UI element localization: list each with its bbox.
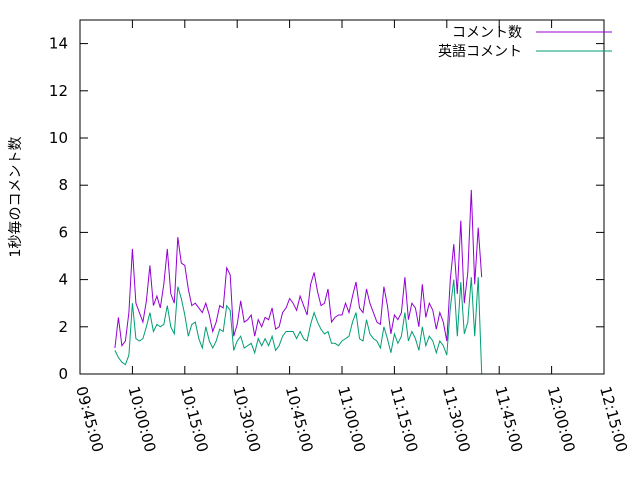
- x-tick-label-1: 10:00:00: [125, 384, 160, 454]
- series-line-1: [114, 277, 483, 375]
- y-tick-label-2: 4: [58, 271, 68, 289]
- y-axis-label: 1秒毎のコメント数: [8, 137, 24, 258]
- x-tick-label-2: 10:15:00: [177, 384, 212, 454]
- y-tick-label-1: 2: [58, 318, 68, 336]
- x-tick-label-6: 11:15:00: [387, 384, 422, 454]
- x-tick-label-3: 10:30:00: [229, 384, 264, 454]
- series-line-0: [114, 189, 483, 349]
- y-tick-label-7: 14: [49, 35, 68, 53]
- plot-frame: [79, 19, 605, 375]
- x-tick-label-8: 11:45:00: [491, 384, 526, 454]
- x-tick-label-7: 11:30:00: [439, 384, 474, 454]
- x-tick-label-0: 09:45:00: [72, 384, 107, 454]
- axis-ticks: 0 2 4 6 8 10 12 14 09:45:00 10:00:00 10:15:00 10:30…: [49, 20, 631, 454]
- series-layer: [114, 189, 483, 375]
- y-tick-label-3: 6: [58, 223, 68, 241]
- y-tick-label-5: 10: [49, 129, 68, 147]
- x-tick-label-5: 11:00:00: [334, 384, 369, 454]
- x-tick-label-4: 10:45:00: [282, 384, 317, 454]
- legend: コメント数 英語コメント: [438, 25, 612, 60]
- y-tick-label-0: 0: [58, 365, 68, 383]
- x-tick-label-10: 12:15:00: [596, 384, 631, 454]
- x-tick-label-9: 12:00:00: [544, 384, 579, 454]
- y-tick-label-4: 8: [58, 176, 68, 194]
- y-tick-label-6: 12: [49, 82, 68, 100]
- legend-label-0: コメント数: [452, 25, 522, 41]
- legend-label-1: 英語コメント: [438, 43, 522, 60]
